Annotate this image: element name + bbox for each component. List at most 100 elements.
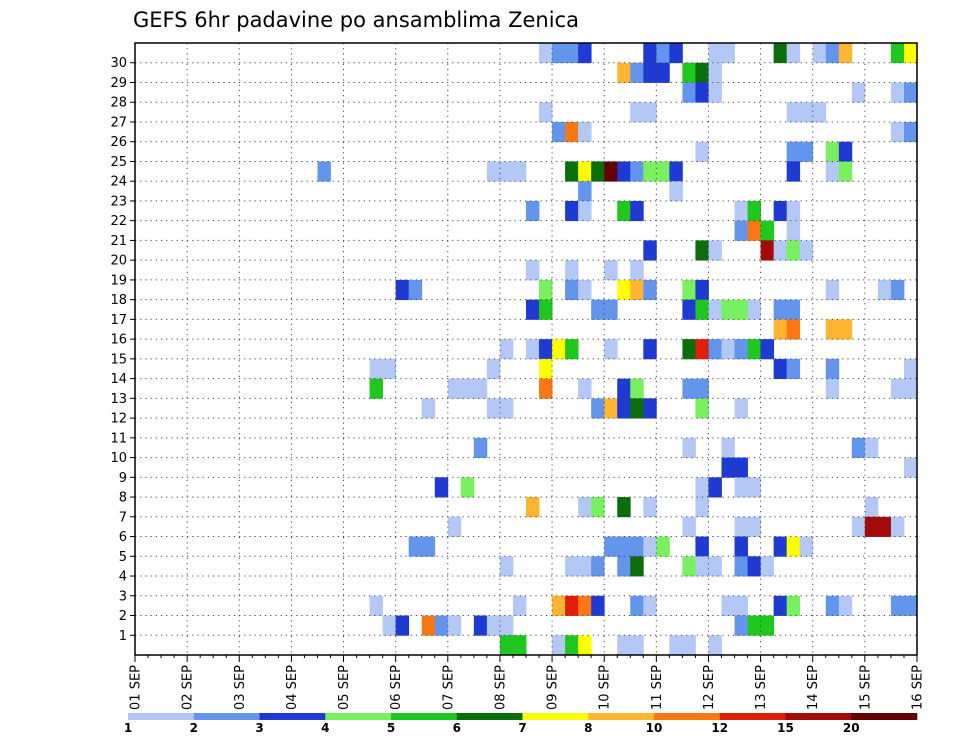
heatmap-cell [695,536,709,557]
y-tick-label: 22 [110,214,127,229]
heatmap-cell [565,121,579,143]
heatmap-cell [669,181,683,202]
colorbar-label: 15 [777,721,794,735]
y-tick-label: 27 [110,115,127,130]
x-tick-label: 11 SEP [650,665,665,710]
heatmap-cell [552,635,566,656]
heatmap-cell [539,339,553,360]
y-tick-label: 26 [110,135,127,150]
x-tick-label: 08 SEP [493,665,508,710]
heatmap-cell [499,398,514,419]
heatmap-cell [799,240,814,261]
heatmap-cell [747,200,761,222]
heatmap-cell [734,339,748,360]
heatmap-cell [604,161,618,182]
heatmap-cell [526,497,540,518]
heatmap-cell [786,200,801,222]
heatmap-cell [825,358,840,380]
heatmap-cell [643,240,657,261]
y-tick-label: 23 [110,194,127,209]
heatmap-cell [591,595,605,616]
heatmap-cell [617,200,631,222]
heatmap-cell [734,615,748,636]
heatmap-cell [486,615,501,636]
heatmap-cell [708,62,722,83]
heatmap-cell [721,595,735,616]
y-tick-label: 6 [119,530,127,545]
heatmap-cell [786,102,801,123]
heatmap-cell [499,339,514,360]
x-tick-label: 05 SEP [337,665,352,710]
heatmap-cell [734,595,748,616]
heatmap-cell [825,161,840,182]
heatmap-cell [408,536,423,557]
heatmap-cell [630,62,644,83]
heatmap-cell [578,556,592,577]
colorbar-swatch [259,713,326,720]
heatmap-cell [708,43,722,64]
heatmap-cell [825,378,840,399]
heatmap-cell [669,43,683,64]
heatmap-cell [604,398,618,419]
heatmap-cell [695,378,709,399]
heatmap-cell [486,161,501,182]
heatmap-cell [552,339,566,360]
heatmap-cell [369,358,384,380]
heatmap-cell [903,121,918,143]
heatmap-cell [578,43,592,64]
colorbar-swatch [325,713,392,720]
heatmap-cell [434,477,449,498]
dotted-grid [135,43,918,655]
x-tick-label: 09 SEP [546,665,561,710]
colorbar-swatch [128,713,195,720]
heatmap-cell [838,319,853,340]
x-tick-label: 10 SEP [598,665,613,710]
heatmap-cell [786,536,801,557]
heatmap-cell [460,477,475,498]
heatmap-cell [864,437,879,458]
heatmap-cell [838,161,853,182]
heatmap-cell [604,536,618,557]
heatmap-cell [903,595,918,616]
heatmap-cell [903,82,918,103]
heatmap-cell [773,358,788,380]
heatmap-cell [643,595,657,616]
colorbar-swatch [654,713,721,720]
heatmap-cell [773,299,788,320]
heatmap-cell [565,43,579,64]
heatmap-cell [486,358,501,380]
colorbar-label: 8 [584,721,592,735]
heatmap-cell [643,398,657,419]
heatmap-cell [747,477,761,498]
y-tick-label: 13 [110,392,127,407]
heatmap-cell [734,299,748,320]
x-tick-label: 04 SEP [285,665,300,710]
heatmap-cell [643,536,657,557]
heatmap-cell [734,477,748,498]
y-tick-label: 9 [119,471,127,486]
heatmap-cell [747,556,761,577]
colorbar-swatch [851,713,918,720]
heatmap-cell [591,299,605,320]
heatmap-cell [903,457,918,478]
heatmap-cell [890,121,905,143]
x-axis-ticks: 01 SEP 02 SEP 03 SEP 04 SEP 05 SEP 06 SEP 07 S… [129,655,926,710]
heatmap-cell [421,536,436,557]
y-tick-label: 8 [119,491,127,506]
heatmap-cell [890,595,905,616]
y-tick-label: 1 [119,629,127,644]
heatmap-cell [630,161,644,182]
heatmap-cell [695,398,709,419]
heatmap-cell [578,497,592,518]
colorbar-label: 10 [646,721,663,735]
heatmap-cell [499,556,514,577]
heatmap-cell [708,82,722,103]
heatmap-cell [734,457,748,478]
heatmap-cell [656,536,670,557]
heatmap-cell [630,536,644,557]
heatmap-cell [578,635,592,656]
heatmap-cell [539,102,553,123]
heatmap-cell [825,43,840,64]
heatmap-cell [526,299,540,320]
